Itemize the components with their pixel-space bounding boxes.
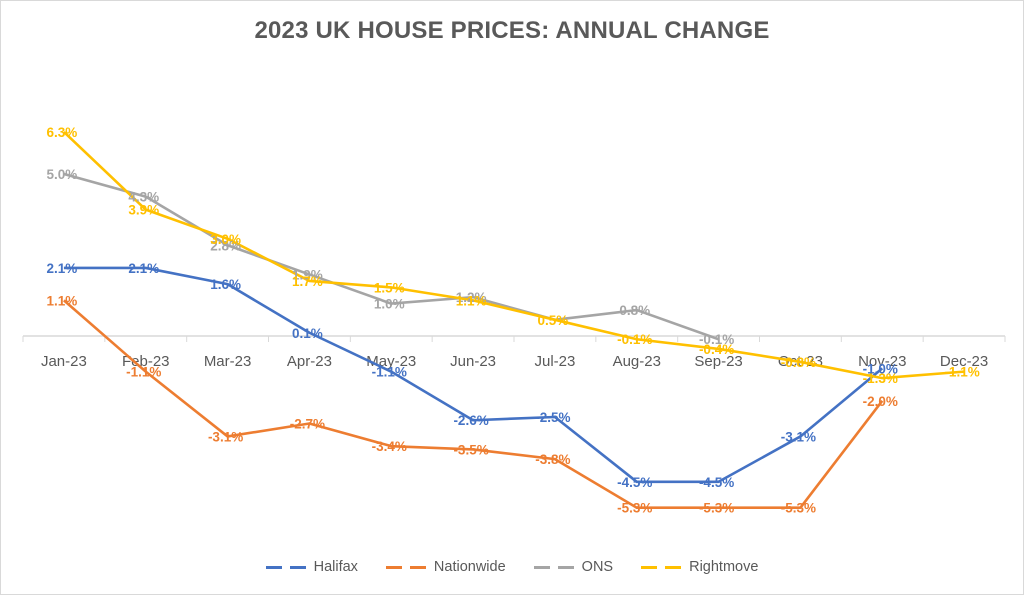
legend-swatch xyxy=(534,561,578,573)
data-label-rightmove: 6.3% xyxy=(47,125,78,140)
data-label-halifax: -1.1% xyxy=(372,365,407,380)
data-label-halifax: 1.6% xyxy=(210,277,241,292)
legend-swatch xyxy=(386,561,430,573)
data-label-ons: 0.8% xyxy=(619,303,650,318)
data-label-halifax: -4.5% xyxy=(699,475,734,490)
series-line-nationwide xyxy=(64,300,882,507)
data-label-ons: 1.0% xyxy=(374,297,405,312)
x-tick-label: Jul-23 xyxy=(534,353,575,370)
data-label-nationwide: -1.1% xyxy=(126,365,161,380)
legend-swatch xyxy=(266,561,310,573)
legend-item-rightmove: Rightmove xyxy=(641,559,758,575)
data-label-halifax: -4.5% xyxy=(617,475,652,490)
data-label-rightmove: -0.8% xyxy=(781,355,816,370)
data-label-rightmove: -0.1% xyxy=(617,332,652,347)
legend-swatch xyxy=(641,561,685,573)
data-label-nationwide: -5.3% xyxy=(781,501,816,516)
legend-label: Nationwide xyxy=(434,559,506,575)
data-label-halifax: 2.1% xyxy=(128,261,159,276)
legend-item-halifax: Halifax xyxy=(266,559,358,575)
legend-label: ONS xyxy=(582,559,613,575)
data-label-nationwide: -5.3% xyxy=(699,501,734,516)
data-label-halifax: 0.1% xyxy=(292,326,323,341)
data-label-halifax: 2.1% xyxy=(47,261,78,276)
data-label-rightmove: 1.1% xyxy=(456,293,487,308)
data-label-nationwide: -2.7% xyxy=(290,416,325,431)
data-label-nationwide: -2.0% xyxy=(863,394,898,409)
legend-label: Rightmove xyxy=(689,559,758,575)
data-label-ons: 5.0% xyxy=(47,167,78,182)
data-label-nationwide: -3.4% xyxy=(372,439,407,454)
legend-item-nationwide: Nationwide xyxy=(386,559,506,575)
data-label-halifax: -3.1% xyxy=(781,429,816,444)
legend: Halifax Nationwide ONS Rightmove xyxy=(1,559,1023,575)
data-label-nationwide: 1.1% xyxy=(47,293,78,308)
legend-item-ons: ONS xyxy=(534,559,613,575)
data-label-nationwide: -5.3% xyxy=(617,501,652,516)
series-lines xyxy=(64,132,964,508)
x-tick-label: Mar-23 xyxy=(204,353,252,370)
data-label-nationwide: -3.1% xyxy=(208,429,243,444)
x-tick-label: Aug-23 xyxy=(613,353,661,370)
x-tick-label: Jun-23 xyxy=(450,353,496,370)
x-tick-label: Jan-23 xyxy=(41,353,87,370)
legend-label: Halifax xyxy=(314,559,358,575)
data-label-rightmove: -0.4% xyxy=(699,342,734,357)
data-label-rightmove: 1.5% xyxy=(374,280,405,295)
data-label-rightmove: -1.3% xyxy=(863,371,898,386)
data-label-rightmove: 1.7% xyxy=(292,274,323,289)
data-label-rightmove: 0.5% xyxy=(538,313,569,328)
data-label-rightmove: 3.0% xyxy=(210,232,241,247)
data-label-nationwide: -3.5% xyxy=(453,442,488,457)
data-label-nationwide: -3.8% xyxy=(535,452,570,467)
data-label-halifax: -2.5% xyxy=(535,410,570,425)
x-tick-label: Apr-23 xyxy=(287,353,332,370)
data-label-halifax: -2.6% xyxy=(453,413,488,428)
data-label-rightmove: -1.1% xyxy=(944,365,979,380)
data-label-rightmove: 3.9% xyxy=(128,203,159,218)
